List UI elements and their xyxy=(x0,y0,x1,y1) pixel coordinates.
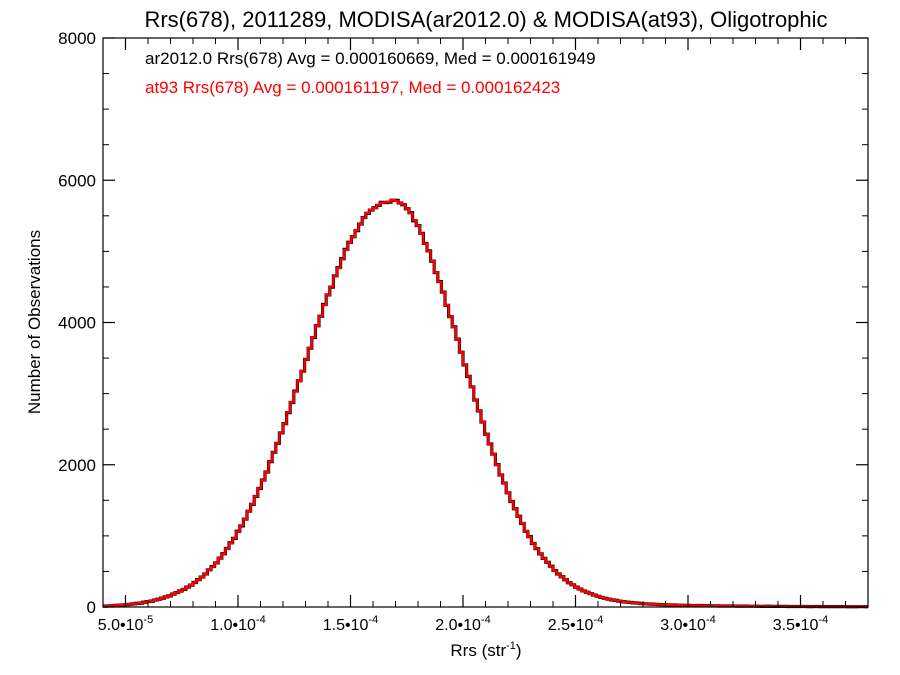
x-tick-mantissa: 2.5•10 xyxy=(548,617,594,634)
y-axis-label: Number of Observations xyxy=(25,230,44,414)
x-axis: 5.0•10-5 1.0•10-4 1.5•10-4 2.0•10-4 2.5•10-4… xyxy=(98,38,869,634)
y-tick-label: 0 xyxy=(87,598,96,617)
x-tick-exponent: -4 xyxy=(256,614,266,626)
annotation-ar2012: ar2012.0 Rrs(678) Avg = 0.000160669, Med… xyxy=(145,49,596,68)
x-tick-mantissa: 1.5•10 xyxy=(323,617,369,634)
y-tick-label: 4000 xyxy=(58,314,96,333)
y-tick-label: 8000 xyxy=(58,29,96,48)
chart-title: Rrs(678), 2011289, MODISA(ar2012.0) & MO… xyxy=(144,7,827,32)
x-tick-mantissa: 2.0•10 xyxy=(435,617,481,634)
x-tick-exponent: -4 xyxy=(818,614,828,626)
x-tick-exponent: -5 xyxy=(143,614,153,626)
x-tick-exponent: -4 xyxy=(706,614,716,626)
x-tick-label: 1.5•10-4 xyxy=(323,614,378,634)
x-tick-mantissa: 3.5•10 xyxy=(773,617,819,634)
x-tick-label: 2.0•10-4 xyxy=(435,614,490,634)
series-line-1 xyxy=(103,198,868,608)
x-axis-label-superscript: -1 xyxy=(506,640,516,652)
x-tick-mantissa: 1.0•10 xyxy=(210,617,256,634)
x-tick-label: 2.5•10-4 xyxy=(548,614,603,634)
x-tick-label: 3.5•10-4 xyxy=(773,614,828,634)
x-axis-label-close: ) xyxy=(516,641,522,660)
x-tick-exponent: -4 xyxy=(481,614,491,626)
x-tick-mantissa: 3.0•10 xyxy=(660,617,706,634)
x-tick-mantissa: 5.0•10 xyxy=(98,617,144,634)
y-tick-label: 6000 xyxy=(58,171,96,190)
x-tick-label: 3.0•10-4 xyxy=(660,614,715,634)
x-tick-exponent: -4 xyxy=(593,614,603,626)
x-axis-label-text: Rrs (str xyxy=(450,641,506,660)
series-layer xyxy=(103,198,868,609)
y-axis: 0 2000 4000 6000 8000 xyxy=(58,29,868,617)
x-axis-label: Rrs (str-1) xyxy=(450,640,521,660)
x-tick-label: 5.0•10-5 xyxy=(98,614,153,634)
plot-frame xyxy=(102,37,869,608)
annotation-at93: at93 Rrs(678) Avg = 0.000161197, Med = 0… xyxy=(145,78,560,97)
x-tick-exponent: -4 xyxy=(368,614,378,626)
series-line-0 xyxy=(103,198,868,609)
y-tick-label: 2000 xyxy=(58,456,96,475)
x-tick-label: 1.0•10-4 xyxy=(210,614,265,634)
